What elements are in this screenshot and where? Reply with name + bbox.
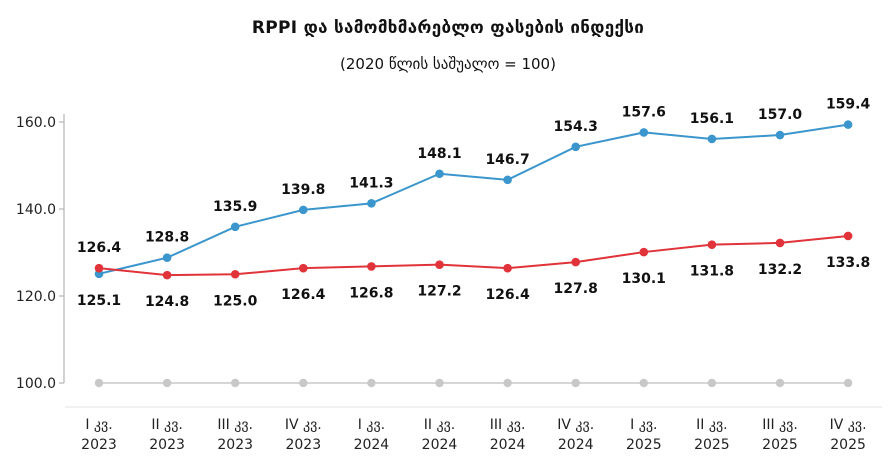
x-tick-label-year: 2023 [149,437,185,453]
data-label-rppi: 141.3 [349,175,393,191]
data-label-rppi: 148.1 [417,146,461,162]
x-tick-label-quarter: IV კვ. [285,417,322,433]
data-label-cpi: 132.2 [758,262,802,278]
data-label-rppi: 159.4 [826,97,871,113]
data-point-cpi [503,263,512,273]
data-point-rppi [230,222,240,232]
x-tick-label-quarter: II კვ. [424,417,455,433]
data-label-rppi: 146.7 [485,152,529,168]
data-point-rppi [367,199,376,208]
data-label-cpi: 126.4 [485,287,530,303]
x-tick-label-year: 2025 [694,437,730,453]
x-tick-label-quarter: II კვ. [151,417,182,433]
x-tick-label-year: 2025 [762,437,798,453]
data-point-cpi [367,262,376,271]
data-label-rppi: 128.8 [145,230,189,246]
x-tick-label-quarter: II კვ. [696,417,727,433]
data-label-rppi: 139.8 [281,182,325,198]
series-line-cpi [98,234,849,277]
x-tick-label-year: 2024 [354,437,390,453]
data-point-cpi [299,263,308,273]
series-line-rppi [98,123,849,275]
data-label-rppi: 154.3 [554,119,598,135]
y-tick-label: 120.0 [16,289,56,305]
data-label-cpi: 131.8 [690,264,734,280]
y-tick-label: 140.0 [16,202,56,218]
data-point-rppi [162,253,172,263]
data-point-rppi [503,175,512,185]
baseline-point [367,378,376,388]
baseline-point [503,378,512,388]
data-point-rppi [775,130,785,140]
data-point-rppi [843,120,853,129]
baseline-point [231,378,240,388]
data-label-cpi: 130.1 [622,271,666,287]
data-point-cpi [230,269,240,279]
chart-title: RPPI და სამომხმარებლო ფასების ინდექსი [251,18,645,38]
x-tick-label-year: 2024 [422,437,458,453]
data-label-rppi: 125.1 [77,293,121,309]
baseline-point [571,378,580,388]
y-tick-label: 100.0 [16,376,56,392]
data-point-cpi [843,231,853,241]
x-tick-label-year: 2023 [285,437,321,453]
baseline-point [435,378,444,388]
data-point-rppi [435,169,444,179]
x-tick-label-quarter: III კვ. [217,417,253,433]
chart-subtitle: (2020 წლის საშუალო = 100) [340,55,556,73]
data-point-rppi [707,134,717,144]
data-label-cpi: 124.8 [145,294,189,310]
x-tick-label-quarter: I კვ. [85,417,112,433]
data-label-rppi: 157.6 [622,104,666,120]
data-point-cpi [775,238,785,248]
data-label-rppi: 156.1 [690,111,734,127]
data-point-cpi [639,247,649,257]
baseline-point [843,378,853,388]
x-tick-label-year: 2023 [81,437,117,453]
data-label-cpi: 126.4 [281,287,326,303]
baseline-point [299,378,308,388]
x-tick-label-quarter: IV კვ. [557,417,594,433]
data-point-cpi [94,263,104,273]
x-tick-label-year: 2024 [558,437,594,453]
x-tick-label-quarter: I კვ. [630,417,657,433]
data-label-rppi: 135.9 [213,199,257,215]
x-tick-label-year: 2025 [830,437,866,453]
data-label-cpi: 126.4 [77,240,122,256]
x-tick-label-quarter: III კვ. [490,417,526,433]
x-tick-label-year: 2025 [626,437,662,453]
data-label-cpi: 127.8 [554,281,598,297]
x-tick-label-quarter: IV კვ. [830,417,867,433]
baseline-point [162,378,172,388]
x-tick-label-year: 2023 [217,437,253,453]
data-label-cpi: 127.2 [417,284,461,300]
data-point-cpi [707,240,717,249]
data-point-rppi [639,128,649,137]
data-point-cpi [435,260,444,269]
data-label-rppi: 157.0 [758,107,803,123]
baseline-point [94,378,104,388]
x-tick-label-quarter: III კვ. [762,417,798,433]
data-label-cpi: 125.0 [213,293,258,309]
baseline-point [707,378,717,388]
y-tick-label: 160.0 [16,115,56,131]
x-tick-label-quarter: I კვ. [358,417,385,433]
baseline-point [775,378,785,388]
data-point-cpi [162,270,172,280]
data-point-rppi [299,205,308,215]
data-label-cpi: 126.8 [349,285,393,301]
data-point-cpi [571,257,580,267]
baseline-point [639,378,648,388]
x-tick-label-year: 2024 [490,437,526,453]
data-label-cpi: 133.8 [826,255,870,271]
data-point-rppi [571,142,580,152]
